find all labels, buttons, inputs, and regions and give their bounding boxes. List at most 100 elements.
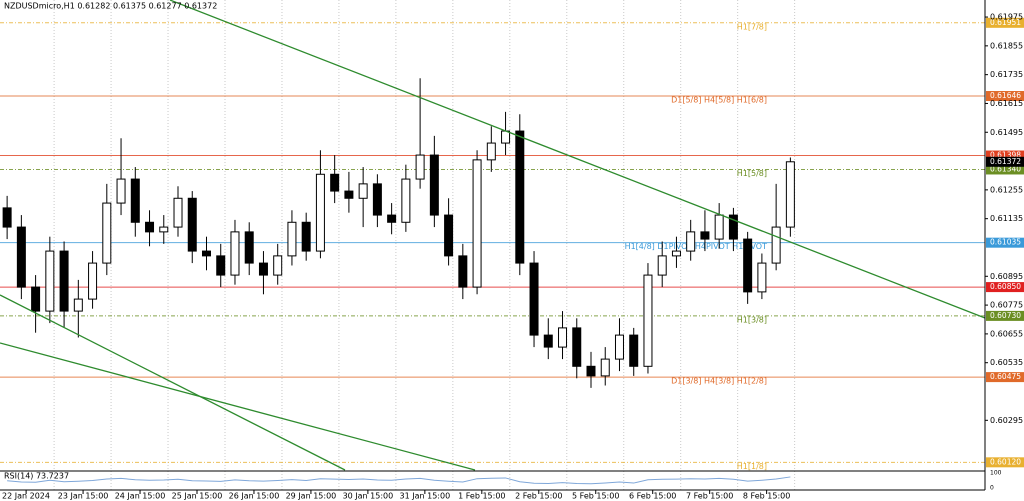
trend-line [169, 0, 986, 319]
candle-body [501, 130, 511, 144]
candle-body [102, 202, 112, 264]
price-tag-label: 0.60730 [990, 311, 1021, 320]
candle-body [657, 255, 667, 276]
candle-body [586, 365, 596, 377]
y-tick-label: 0.60535 [990, 358, 1023, 367]
trend-lines [0, 0, 986, 471]
candle-body [429, 154, 439, 216]
candle-body [145, 221, 155, 233]
axes: 0.61975 0.61855 0.61735 0.61615 0.61495 0.612… [2, 13, 1023, 501]
candle-body [458, 255, 468, 288]
price-tag-label: 0.60120 [990, 457, 1021, 466]
candle-body [372, 183, 382, 216]
price-tag-label: 0.61035 [990, 238, 1021, 247]
candle-body [130, 178, 140, 223]
candle-body [73, 298, 83, 312]
candle-body [757, 262, 767, 293]
x-tick-label: 25 Jan 15:00 [172, 492, 223, 501]
level-text: D1[5/8] H4[5/8] H1[6/8] [671, 96, 767, 105]
y-tick-label: 0.61855 [990, 41, 1023, 50]
rsi-label: RSI(14) 73.7237 [4, 472, 69, 481]
x-tick-label: 23 Jan 15:00 [58, 492, 109, 501]
price-tag [986, 164, 1024, 175]
x-tick-label: 24 Jan 15:00 [115, 492, 166, 501]
price-tag [986, 91, 1024, 102]
y-tick-label: 0.61735 [990, 70, 1023, 79]
y-tick-label: 0.61495 [990, 128, 1023, 137]
candle-body [785, 161, 795, 228]
candle-body [486, 142, 496, 161]
rsi-tick-label: 100 [990, 470, 1002, 477]
y-tick-label: 0.60295 [990, 416, 1023, 425]
candle-body [201, 250, 211, 257]
y-tick-label: 0.60655 [990, 329, 1023, 338]
x-tick-label: 8 Feb 15:00 [743, 492, 790, 501]
grid [53, 0, 796, 490]
candle-body [771, 226, 781, 264]
candle-body [600, 358, 610, 377]
candle-body [173, 197, 183, 228]
y-tick-label: 0.61135 [990, 214, 1023, 223]
price-tag-label: 0.61398 [990, 151, 1021, 160]
x-tick-label: 2 Feb 15:00 [515, 492, 562, 501]
candle-body [216, 255, 226, 276]
level-text: H1[4/8] D1PIVOT H4PIVOT H1PIVOT [625, 242, 768, 251]
candle-body [614, 334, 624, 360]
y-tick-label: 0.61975 [990, 13, 1023, 22]
x-tick-label: 6 Feb 15:00 [629, 492, 676, 501]
price-tag [986, 282, 1024, 293]
candle-body [2, 207, 12, 228]
price-tag [986, 457, 1024, 468]
price-tag [986, 17, 1024, 28]
price-tag [986, 237, 1024, 248]
candle-body [31, 286, 41, 312]
candle-body [472, 159, 482, 288]
price-tag-label: 0.61646 [990, 91, 1021, 100]
y-tick-label: 0.60895 [990, 272, 1023, 281]
candle-body [116, 178, 126, 204]
candle-body [643, 274, 653, 367]
candle-body [415, 154, 425, 180]
x-tick-label: 5 Feb 15:00 [572, 492, 619, 501]
price-tag [986, 372, 1024, 383]
candle-body [230, 231, 240, 276]
candle-body [629, 334, 639, 367]
level-text: H1[5/8] [737, 169, 767, 178]
price-tags: 0.61951 0.61646 0.61398 0.61340 0.61035 0.608… [986, 17, 1024, 468]
trend-line [0, 342, 476, 471]
trend-line [0, 294, 346, 471]
x-tick-label: 7 Feb 15:00 [686, 492, 733, 501]
candle-body [301, 221, 311, 252]
candle-body [330, 173, 340, 192]
level-text: H1[3/8] [737, 315, 767, 324]
x-tick-label: 29 Jan 15:00 [286, 492, 337, 501]
price-tag [986, 156, 1024, 167]
candle-body [572, 327, 582, 367]
candle-body [558, 327, 568, 348]
candle-body [714, 214, 724, 240]
y-tick-label: 0.61615 [990, 99, 1023, 108]
candle-body [16, 226, 26, 288]
candle-body [45, 250, 55, 312]
candle-body [686, 231, 696, 252]
price-tag-label: 0.61372 [990, 157, 1021, 166]
price-tag-label: 0.60850 [990, 282, 1021, 291]
rsi-line [7, 476, 791, 485]
candle-body [358, 183, 368, 199]
candle-body [387, 214, 397, 223]
price-tag [986, 310, 1024, 321]
y-tick-label: 0.60775 [990, 301, 1023, 310]
x-tick-label: 31 Jan 15:00 [400, 492, 451, 501]
candle-body [88, 262, 98, 300]
candle-body [287, 221, 297, 257]
candle-body [515, 130, 525, 264]
candle-body [728, 214, 738, 240]
candle-body [187, 197, 197, 252]
candle-body [315, 173, 325, 252]
x-tick-label: 26 Jan 15:00 [229, 492, 280, 501]
candle-body [401, 178, 411, 223]
price-tag-label: 0.61951 [990, 18, 1021, 27]
x-tick-label: 30 Jan 15:00 [343, 492, 394, 501]
